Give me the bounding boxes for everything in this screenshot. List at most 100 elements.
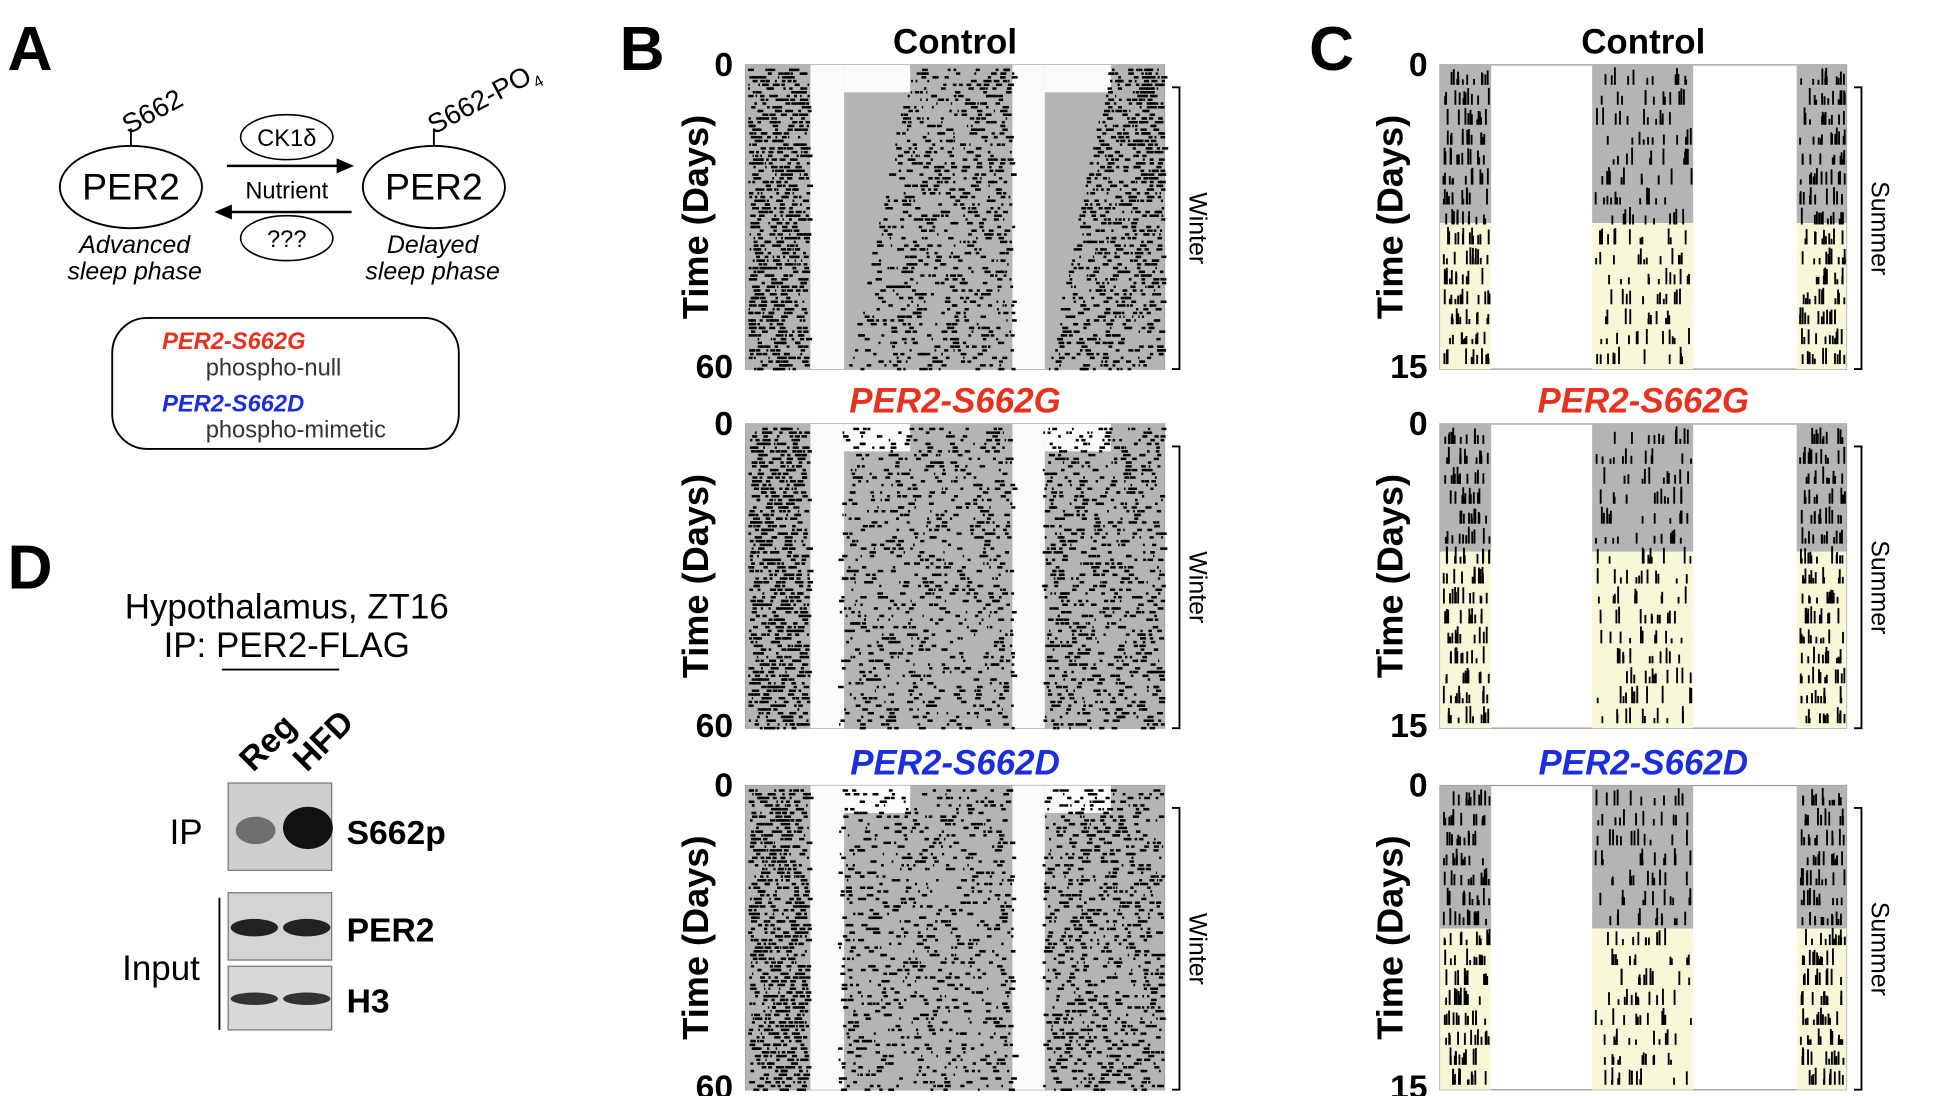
activity — [786, 483, 790, 487]
activity — [879, 543, 885, 547]
activity — [1120, 356, 1124, 360]
activity — [1147, 689, 1149, 693]
activity — [1105, 128, 1112, 131]
activity — [1160, 180, 1166, 184]
activity — [793, 506, 798, 509]
activity — [771, 165, 774, 169]
activity — [755, 285, 760, 289]
activity — [903, 106, 909, 109]
activity — [1121, 446, 1125, 449]
activity — [857, 614, 861, 618]
activity — [806, 207, 810, 210]
activity — [862, 674, 867, 678]
activity — [1109, 326, 1112, 330]
activity — [765, 480, 771, 483]
activity — [772, 610, 777, 614]
activity — [798, 169, 805, 173]
activity — [1064, 307, 1071, 311]
activity — [931, 94, 938, 98]
activity — [896, 360, 902, 363]
activity — [901, 199, 905, 203]
activity — [879, 625, 884, 629]
activity — [752, 79, 758, 83]
activity — [772, 139, 777, 143]
activity — [929, 192, 936, 195]
activity — [794, 610, 799, 614]
activity — [866, 319, 874, 322]
activity — [783, 364, 788, 367]
activity — [752, 569, 754, 573]
activity — [974, 711, 980, 715]
activity — [797, 427, 799, 431]
activity — [805, 685, 810, 689]
activity — [899, 296, 904, 300]
activity — [985, 87, 988, 90]
activity — [1062, 461, 1065, 464]
activity — [749, 789, 755, 792]
activity — [763, 577, 768, 580]
activity — [775, 135, 778, 139]
activity — [891, 330, 896, 333]
activity — [748, 719, 751, 722]
kinase: CK1δ — [257, 126, 316, 152]
activity — [980, 102, 987, 105]
activity — [935, 596, 942, 599]
activity — [783, 72, 787, 75]
activity — [925, 566, 930, 569]
activity — [1057, 483, 1063, 487]
activity — [967, 577, 970, 580]
activity — [1117, 678, 1121, 681]
activity — [884, 364, 887, 367]
activity — [1159, 670, 1166, 674]
activity — [933, 461, 940, 464]
activity — [1003, 192, 1007, 195]
activity — [771, 225, 778, 229]
activity — [755, 513, 759, 517]
activity — [1103, 364, 1109, 367]
activity — [906, 263, 909, 266]
activity — [748, 162, 755, 165]
activity — [991, 72, 997, 75]
activity — [1102, 177, 1108, 180]
activity — [1052, 569, 1057, 573]
activity — [751, 693, 758, 696]
activity — [801, 696, 807, 700]
activity — [981, 117, 986, 120]
activity — [1130, 483, 1133, 487]
activity — [758, 453, 764, 457]
activity — [942, 263, 947, 266]
activity — [1004, 304, 1007, 307]
activity — [759, 259, 765, 262]
activity — [918, 162, 923, 165]
activity — [1051, 356, 1054, 360]
activity — [807, 94, 810, 98]
activity — [1140, 128, 1146, 131]
activity — [1105, 435, 1111, 438]
activity — [932, 76, 936, 79]
activity — [927, 450, 932, 453]
activity — [1123, 169, 1129, 173]
activity — [897, 154, 904, 158]
activity — [862, 524, 868, 528]
activity — [1119, 188, 1122, 191]
activity — [1133, 693, 1137, 696]
activity — [798, 457, 801, 461]
activity — [1157, 162, 1161, 165]
activity — [1156, 165, 1162, 169]
activity — [872, 251, 878, 255]
activity — [885, 723, 890, 726]
activity — [784, 573, 788, 577]
activity — [790, 158, 795, 161]
activity — [795, 438, 800, 442]
phenotype: sleep phase — [67, 257, 201, 285]
activity — [876, 685, 879, 689]
activity — [1135, 498, 1138, 502]
activity — [1061, 468, 1065, 472]
activity — [800, 281, 807, 285]
activity — [1086, 352, 1090, 356]
activity — [870, 498, 876, 502]
activity — [1070, 315, 1076, 318]
activity — [779, 704, 785, 707]
activity — [779, 240, 784, 244]
activity — [1159, 330, 1166, 333]
